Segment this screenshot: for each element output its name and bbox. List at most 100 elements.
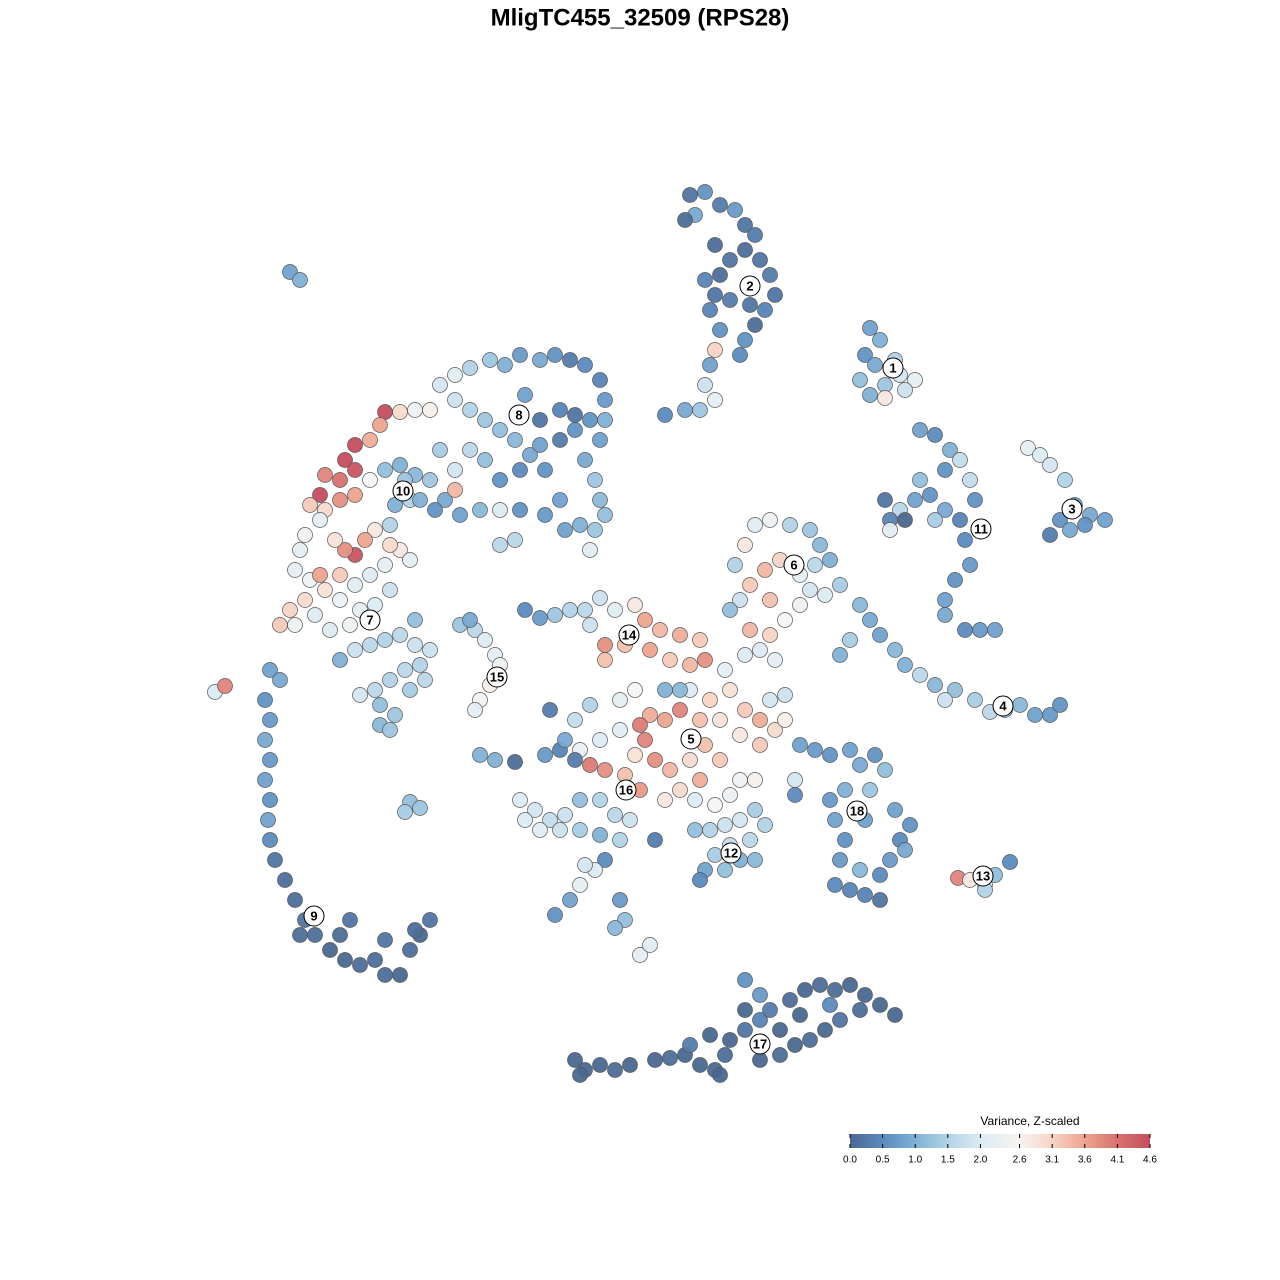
point (947, 572, 963, 588)
point (692, 772, 708, 788)
point (752, 642, 768, 658)
point (382, 582, 398, 598)
point (507, 432, 523, 448)
point (727, 557, 743, 573)
point (642, 937, 658, 953)
point (377, 967, 393, 983)
point (422, 402, 438, 418)
point (867, 747, 883, 763)
point (692, 632, 708, 648)
point (832, 1012, 848, 1028)
point (347, 577, 363, 593)
point (702, 692, 718, 708)
cluster-label: 9 (310, 908, 317, 923)
point (272, 617, 288, 633)
point (567, 422, 583, 438)
point (912, 422, 928, 438)
colorbar-tick-label: 0.0 (843, 1155, 857, 1166)
point (347, 487, 363, 503)
point (1012, 697, 1028, 713)
point (752, 987, 768, 1003)
point (362, 567, 378, 583)
cluster-label: 8 (515, 407, 522, 422)
point (707, 287, 723, 303)
point (792, 597, 808, 613)
point (317, 582, 333, 598)
point (857, 887, 873, 903)
point (262, 792, 278, 808)
point (552, 492, 568, 508)
point (682, 657, 698, 673)
point (747, 317, 763, 333)
cluster-label: 11 (974, 521, 988, 536)
point (582, 542, 598, 558)
point (532, 822, 548, 838)
point (347, 437, 363, 453)
point (677, 402, 693, 418)
point (312, 512, 328, 528)
point (677, 212, 693, 228)
point (632, 947, 648, 963)
point (732, 347, 748, 363)
point (692, 1057, 708, 1073)
point (422, 912, 438, 928)
point (547, 607, 563, 623)
point (367, 522, 383, 538)
point (942, 442, 958, 458)
point (262, 752, 278, 768)
point (787, 1037, 803, 1053)
point (467, 702, 483, 718)
point (742, 297, 758, 313)
point (1027, 707, 1043, 723)
point (557, 522, 573, 538)
point (832, 647, 848, 663)
point (927, 677, 943, 693)
point (567, 752, 583, 768)
point (567, 407, 583, 423)
point (697, 272, 713, 288)
point (592, 492, 608, 508)
point (447, 392, 463, 408)
point (607, 602, 623, 618)
point (257, 772, 273, 788)
point (347, 642, 363, 658)
point (477, 452, 493, 468)
point (427, 502, 443, 518)
point (697, 184, 713, 200)
cluster-label: 4 (999, 698, 1007, 713)
point (332, 472, 348, 488)
point (787, 787, 803, 803)
point (537, 507, 553, 523)
point (342, 617, 358, 633)
point (637, 612, 653, 628)
point (392, 404, 408, 420)
cluster-marker (303, 905, 325, 927)
point (927, 512, 943, 528)
point (692, 402, 708, 418)
point (657, 407, 673, 423)
point (607, 807, 623, 823)
point (307, 607, 323, 623)
point (752, 737, 768, 753)
point (777, 712, 793, 728)
point (292, 272, 308, 288)
point (697, 652, 713, 668)
point (297, 527, 313, 543)
point (747, 802, 763, 818)
point (257, 732, 273, 748)
point (907, 492, 923, 508)
point (337, 952, 353, 968)
point (297, 592, 313, 608)
cluster-marker (972, 865, 994, 887)
point (627, 682, 643, 698)
point (762, 512, 778, 528)
point (952, 452, 968, 468)
point (582, 412, 598, 428)
point (747, 517, 763, 533)
point (1077, 517, 1093, 533)
cluster-label: 1 (889, 360, 896, 375)
point (287, 562, 303, 578)
point (332, 492, 348, 508)
point (772, 1047, 788, 1063)
